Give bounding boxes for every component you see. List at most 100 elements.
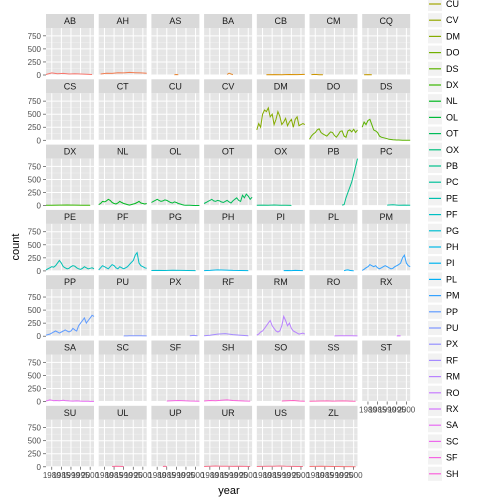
y-tick-label: 250 bbox=[28, 254, 42, 263]
facet-strip bbox=[309, 275, 358, 290]
facet-strip-label: PH bbox=[222, 212, 235, 222]
x-tick-label: 1990 bbox=[326, 471, 344, 480]
y-tick-label: 0 bbox=[37, 202, 42, 211]
legend-label: OL bbox=[446, 112, 458, 122]
legend-item-ox: OX bbox=[428, 142, 459, 157]
series-line-pb bbox=[341, 158, 358, 206]
y-tick-label: 0 bbox=[37, 463, 42, 472]
series-line-ah bbox=[100, 71, 147, 75]
panel-background bbox=[98, 158, 147, 206]
facet-strip-label: DM bbox=[274, 81, 288, 91]
facet-strip-label: SF bbox=[170, 343, 182, 353]
panel-background bbox=[98, 93, 147, 141]
legend-item-rm: RM bbox=[428, 369, 460, 384]
legend-item-pb: PB bbox=[428, 159, 458, 173]
y-tick-label: 0 bbox=[37, 71, 42, 80]
y-tick-label: 0 bbox=[37, 267, 42, 276]
series-line-ds bbox=[361, 118, 411, 141]
y-tick-label: 500 bbox=[28, 110, 42, 119]
series-line-pf bbox=[98, 251, 147, 271]
series-line-ph bbox=[204, 269, 249, 272]
legend-label: PL bbox=[446, 274, 457, 284]
panel-background bbox=[151, 289, 200, 337]
panel-background bbox=[362, 28, 411, 75]
legend-item-dx: DX bbox=[428, 78, 459, 92]
series-line-rf bbox=[204, 333, 249, 337]
legend-label: PX bbox=[446, 339, 458, 349]
panel-background bbox=[362, 223, 411, 271]
facet-strip bbox=[309, 405, 358, 420]
legend-item-sc: SC bbox=[428, 434, 459, 449]
x-tick-label: 2000 bbox=[292, 471, 310, 480]
facet-pp: PP 0 250 500 750 bbox=[28, 275, 95, 341]
facet-cu: CU bbox=[151, 79, 200, 141]
facet-strip-label: NL bbox=[117, 147, 129, 157]
legend-label: PI bbox=[446, 258, 455, 268]
panel-background bbox=[256, 28, 305, 75]
facet-strip-label: SA bbox=[64, 343, 76, 353]
legend-label: OT bbox=[446, 129, 459, 139]
facet-strip bbox=[309, 79, 358, 94]
x-tick-label: 1985 bbox=[369, 406, 387, 415]
facet-strip bbox=[362, 275, 411, 290]
legend-item-ol: OL bbox=[428, 110, 458, 125]
facet-cm: CM bbox=[309, 14, 358, 76]
facet-pl: PL bbox=[309, 209, 358, 272]
panel-background bbox=[204, 158, 253, 206]
legend-item-ot: OT bbox=[428, 126, 459, 141]
series-line-dm bbox=[256, 106, 306, 131]
series-line-ur bbox=[204, 465, 251, 467]
x-tick-label: 1980 bbox=[359, 406, 377, 415]
panel-background bbox=[98, 419, 147, 467]
series-line-so bbox=[281, 399, 305, 402]
legend-label: OX bbox=[446, 145, 459, 155]
y-tick-label: 750 bbox=[28, 162, 42, 171]
facet-strip-label: UP bbox=[169, 408, 182, 418]
facet-strip bbox=[204, 275, 253, 290]
panel-background bbox=[204, 354, 253, 402]
panel-background bbox=[204, 419, 253, 467]
facet-strip bbox=[151, 79, 200, 94]
facet-ro: RO bbox=[309, 275, 358, 337]
legend-label: DS bbox=[446, 64, 459, 74]
legend-label: SF bbox=[446, 453, 458, 463]
y-tick-label: 750 bbox=[28, 32, 42, 41]
x-tick-label: 1985 bbox=[211, 471, 229, 480]
facet-strip bbox=[256, 79, 305, 94]
x-tick-label: 1980 bbox=[254, 471, 272, 480]
legend-label: PU bbox=[446, 323, 459, 333]
legend-label: RF bbox=[446, 355, 458, 365]
x-tick-label: 2000 bbox=[134, 471, 152, 480]
series-line-ab bbox=[45, 72, 93, 75]
legend-item-sa: SA bbox=[428, 418, 458, 433]
y-tick-label: 500 bbox=[28, 306, 42, 315]
facet-pu: PU bbox=[98, 275, 147, 337]
y-tick-label: 750 bbox=[28, 424, 42, 433]
panel-background bbox=[204, 289, 253, 337]
facet-strip bbox=[98, 209, 147, 224]
y-tick-label: 500 bbox=[28, 437, 42, 446]
panel-background bbox=[309, 28, 358, 75]
x-tick-label: 1980 bbox=[96, 471, 114, 480]
y-tick-label: 500 bbox=[28, 371, 42, 380]
legend-item-nl: NL bbox=[428, 94, 458, 109]
facet-cs: CS 0 250 500 750 bbox=[28, 79, 94, 145]
facet-pg: PG bbox=[151, 209, 200, 272]
facet-pi: PI bbox=[256, 209, 305, 272]
x-tick-label: 2000 bbox=[345, 471, 363, 480]
panel-background bbox=[151, 419, 200, 467]
facet-nl: NL bbox=[98, 144, 147, 207]
x-tick-label: 1980 bbox=[201, 471, 219, 480]
legend-item-pl: PL bbox=[428, 272, 457, 287]
facet-ds: DS bbox=[361, 79, 411, 141]
legend-key bbox=[428, 0, 442, 11]
series-line-ba bbox=[226, 72, 234, 76]
x-tick-label: 1995 bbox=[177, 471, 195, 480]
panel-background bbox=[151, 93, 200, 141]
facet-strip-label: PL bbox=[328, 212, 339, 222]
panel-background bbox=[204, 93, 253, 141]
facet-strip bbox=[46, 405, 94, 420]
x-tick-label: 1985 bbox=[158, 471, 176, 480]
